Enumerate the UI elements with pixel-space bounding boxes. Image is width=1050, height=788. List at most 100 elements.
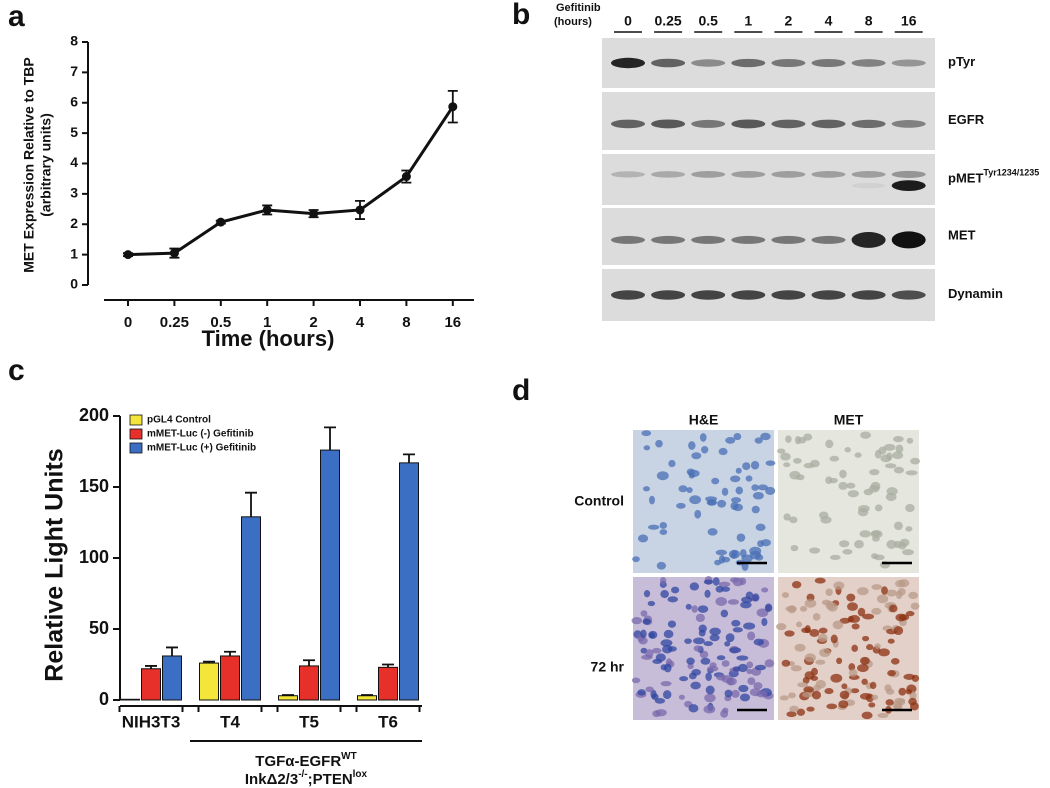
nucleus xyxy=(667,620,677,628)
nucleus xyxy=(727,599,740,605)
blot-band xyxy=(731,290,766,300)
nucleus xyxy=(760,432,771,441)
blot-row-label: MET xyxy=(948,228,976,243)
nucleus xyxy=(868,702,876,708)
nucleus xyxy=(844,447,851,453)
nucleus xyxy=(751,484,759,491)
nucleus xyxy=(718,581,731,587)
nucleus xyxy=(885,492,897,502)
nucleus xyxy=(765,460,776,466)
blot-row-label: Dynamin xyxy=(948,286,1003,301)
nucleus xyxy=(642,618,651,625)
x-tick-label: T5 xyxy=(299,712,319,731)
error-bar xyxy=(166,646,178,656)
nucleus xyxy=(839,617,851,624)
nucleus xyxy=(662,690,672,700)
nucleus xyxy=(895,444,904,454)
nucleus xyxy=(691,605,698,613)
nucleus xyxy=(693,645,702,652)
nucleus xyxy=(688,441,696,450)
nucleus xyxy=(838,700,849,709)
nucleus xyxy=(684,638,692,644)
blot-band xyxy=(891,180,926,191)
nucleus xyxy=(652,710,661,718)
nucleus xyxy=(874,504,883,512)
nucleus xyxy=(724,689,733,698)
nucleus xyxy=(819,648,831,657)
nucleus xyxy=(797,437,807,444)
nucleus xyxy=(741,562,749,571)
blot-row-label: pTyr xyxy=(948,54,975,69)
nucleus xyxy=(886,539,897,549)
nucleus xyxy=(802,691,812,698)
x-axis-label: Time (hours) xyxy=(202,326,335,351)
nucleus xyxy=(725,633,735,643)
superscript: WT xyxy=(341,751,357,762)
blot-band xyxy=(891,59,926,67)
nucleus xyxy=(902,549,914,556)
data-point xyxy=(355,205,365,215)
nucleus xyxy=(786,711,797,718)
nucleus xyxy=(776,448,786,454)
nucleus xyxy=(743,622,756,630)
x-tick-label: 8 xyxy=(402,314,410,331)
nucleus xyxy=(655,439,663,448)
nucleus xyxy=(685,603,692,610)
x-tick-label: 2 xyxy=(309,314,317,331)
y-tick-label: 2 xyxy=(70,215,78,231)
x-tick-label: 16 xyxy=(444,314,461,331)
superscript: -/- xyxy=(298,769,307,780)
nucleus xyxy=(690,681,701,690)
nucleus xyxy=(789,470,801,480)
blot-band xyxy=(691,119,726,128)
error-bar xyxy=(203,660,215,664)
nucleus xyxy=(797,682,809,688)
nucleus xyxy=(686,657,695,665)
nucleus xyxy=(873,554,885,561)
lane-label: 2 xyxy=(785,13,793,29)
nucleus xyxy=(640,629,647,639)
nucleus xyxy=(722,707,729,714)
nucleus xyxy=(724,641,731,647)
nucleus xyxy=(752,593,760,602)
nucleus xyxy=(883,443,896,451)
blot-treatment: Gefitinib xyxy=(556,2,601,14)
bar xyxy=(120,698,140,701)
y-tick-label: 0 xyxy=(99,689,109,709)
y-axis-label: MET Expression Relative to TBP xyxy=(21,57,37,273)
lane-label: 0 xyxy=(624,13,632,29)
nucleus xyxy=(854,540,864,549)
nucleus xyxy=(847,490,859,498)
y-tick-label: 200 xyxy=(79,405,109,425)
nucleus xyxy=(824,688,834,695)
nucleus xyxy=(689,495,702,505)
x-tick-label: NIH3T3 xyxy=(122,712,181,731)
nucleus xyxy=(717,499,727,508)
nucleus xyxy=(718,447,728,456)
nucleus xyxy=(703,705,716,714)
nucleus xyxy=(731,689,740,698)
nucleus xyxy=(688,473,695,479)
nucleus xyxy=(715,585,724,593)
nucleus xyxy=(703,579,714,585)
data-point xyxy=(448,102,458,112)
nucleus xyxy=(839,469,847,479)
nucleus xyxy=(656,561,667,570)
nucleus xyxy=(838,540,850,548)
panel-label: c xyxy=(8,354,25,387)
nucleus xyxy=(728,549,740,559)
nucleus xyxy=(887,670,896,677)
nucleus xyxy=(694,509,702,519)
nucleus xyxy=(731,619,741,627)
nucleus xyxy=(737,663,748,673)
nucleus xyxy=(857,508,869,517)
nucleus xyxy=(691,668,702,676)
nucleus xyxy=(741,596,753,604)
nucleus xyxy=(705,496,718,502)
nucleus xyxy=(887,638,895,644)
blot-band xyxy=(691,59,726,67)
y-tick-label: 5 xyxy=(70,124,78,140)
nucleus xyxy=(698,624,707,633)
nucleus xyxy=(854,452,862,458)
annotation-part: InkΔ2/3 xyxy=(245,771,298,788)
